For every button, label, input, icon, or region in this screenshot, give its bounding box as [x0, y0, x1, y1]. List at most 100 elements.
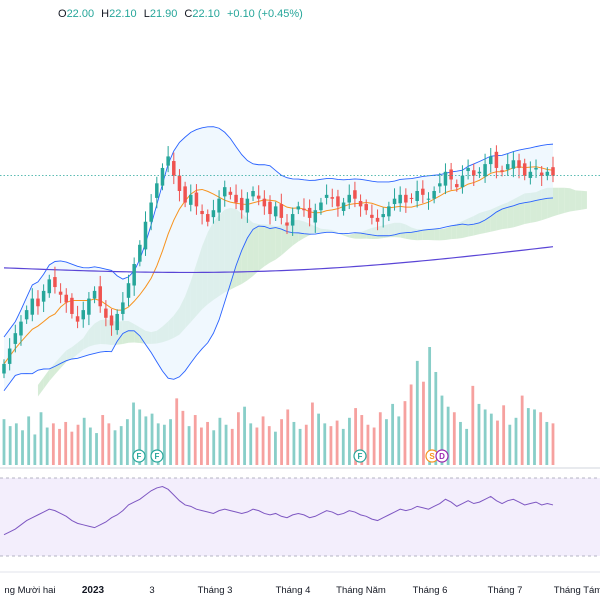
- cloud-segment: [451, 223, 457, 240]
- candle-body: [353, 190, 357, 199]
- candle: [251, 186, 255, 201]
- candle: [494, 145, 499, 179]
- candle: [336, 189, 340, 217]
- candle-body: [539, 172, 544, 176]
- close-label: C: [184, 8, 193, 20]
- candle: [143, 211, 148, 256]
- volume-bar: [323, 423, 327, 465]
- candle-body: [64, 294, 69, 303]
- candle: [353, 181, 357, 208]
- candle: [330, 188, 335, 208]
- candle-body: [505, 164, 510, 170]
- candle: [121, 292, 125, 321]
- cloud-segment: [343, 234, 350, 238]
- candle: [358, 194, 363, 217]
- volume-bar: [218, 417, 222, 465]
- volume-bar: [471, 385, 475, 465]
- volume-bar: [452, 412, 456, 465]
- candle-body: [126, 283, 131, 298]
- volume-bar: [354, 408, 358, 465]
- badge-label: F: [358, 452, 363, 461]
- volume-bar: [465, 428, 469, 465]
- candle-body: [466, 167, 470, 172]
- cloud-segment: [439, 228, 446, 241]
- candle: [534, 159, 538, 178]
- candle-body: [545, 171, 550, 176]
- badge-label: S: [429, 452, 435, 461]
- candle: [7, 338, 12, 371]
- candle-body: [494, 151, 499, 168]
- cloud-segment: [564, 187, 570, 214]
- volume-bar: [125, 419, 129, 465]
- candle: [228, 187, 233, 200]
- volume-bar: [378, 412, 382, 465]
- candle-body: [2, 363, 6, 374]
- volume-bar: [132, 402, 135, 465]
- bollinger-lower: [3, 197, 554, 392]
- candle: [24, 305, 29, 324]
- candle-body: [296, 206, 301, 210]
- badge-label: D: [439, 452, 445, 461]
- volume-bar: [372, 427, 376, 465]
- cloud-segment: [434, 228, 440, 241]
- candle: [160, 163, 165, 191]
- candle-body: [392, 198, 397, 205]
- volume-bar: [249, 423, 253, 465]
- candle: [398, 186, 402, 212]
- candle-body: [409, 197, 414, 199]
- badge-circle: [132, 449, 146, 463]
- candle: [483, 153, 487, 183]
- candle: [421, 180, 425, 204]
- volume-bar: [101, 415, 105, 465]
- volume-bar: [138, 409, 142, 465]
- event-badge-f: F: [353, 449, 367, 463]
- candle: [545, 167, 550, 181]
- volume-bar: [82, 417, 86, 465]
- volume-bar: [397, 416, 401, 465]
- candle-body: [273, 206, 278, 217]
- close-value: 22.10: [192, 8, 220, 20]
- change-value: +0.10 (+0.45%): [226, 8, 303, 20]
- candlesticks: [2, 145, 555, 379]
- moving-averages: [3, 166, 554, 365]
- candle-body: [324, 194, 329, 198]
- volume-bar: [317, 413, 320, 465]
- badge-circle: [150, 449, 164, 463]
- volume-bar: [51, 423, 55, 465]
- candle-body: [319, 202, 323, 211]
- volume-bar: [341, 428, 345, 465]
- cloud-segment: [445, 226, 452, 241]
- candle: [551, 156, 555, 183]
- candle-body: [341, 202, 346, 211]
- volume-bar: [193, 415, 197, 465]
- volume-bars: [2, 347, 555, 465]
- candle: [13, 324, 18, 353]
- candle-body: [81, 310, 85, 320]
- volume-bar: [545, 421, 549, 465]
- candle-body: [121, 302, 125, 314]
- volume-bar: [144, 416, 148, 465]
- candle: [392, 188, 397, 211]
- x-tick-label: Tháng Tám: [554, 585, 600, 596]
- volume-bar: [39, 412, 43, 465]
- candle: [53, 266, 57, 294]
- candle: [132, 257, 136, 296]
- ohlc-legend: O22.00 H22.10 L21.90 C22.10 +0.10 (+0.45…: [58, 8, 307, 20]
- volume-bar: [8, 426, 12, 465]
- candle: [205, 209, 210, 227]
- candle: [364, 199, 368, 215]
- candle: [155, 176, 159, 209]
- open-label: O: [58, 8, 67, 20]
- candle-body: [138, 244, 142, 262]
- volume-bar: [508, 424, 512, 465]
- candle-body: [432, 191, 436, 199]
- candle: [319, 197, 323, 215]
- candle-body: [7, 348, 12, 364]
- candle: [104, 300, 108, 327]
- candle: [443, 163, 448, 195]
- candle-body: [279, 204, 284, 218]
- x-axis: ng Mười hai 2023 3 Tháng 3 Tháng 4 Tháng Năm T…: [0, 571, 600, 596]
- volume-bar: [212, 430, 216, 465]
- x-tick-label: Tháng 6: [413, 585, 448, 596]
